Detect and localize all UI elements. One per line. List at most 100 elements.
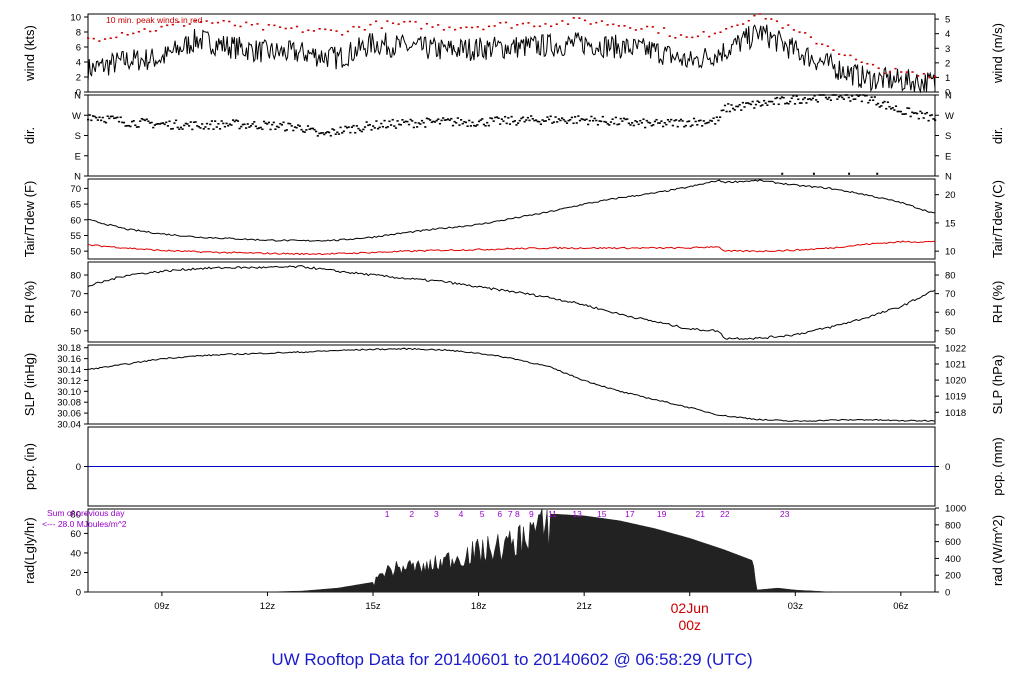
series-wind bbox=[702, 31, 705, 33]
wind-annotation: 10 min. peak winds in red bbox=[106, 15, 203, 25]
series-dir bbox=[777, 103, 780, 106]
series-dir bbox=[699, 119, 702, 122]
series-wind bbox=[448, 26, 451, 29]
y-tick-label-right: 70 bbox=[945, 289, 956, 300]
series-dir bbox=[139, 120, 142, 122]
series-wind bbox=[894, 67, 897, 70]
series-dir bbox=[487, 124, 490, 127]
series-dir bbox=[907, 107, 911, 110]
series-dir bbox=[334, 133, 337, 136]
series-dir bbox=[595, 119, 598, 122]
series-dir bbox=[375, 120, 378, 122]
series-dir bbox=[388, 120, 391, 123]
series-dir bbox=[336, 131, 339, 134]
series-wind bbox=[154, 30, 157, 32]
series-dir bbox=[544, 120, 547, 122]
series-dir bbox=[300, 128, 303, 131]
series-dir bbox=[891, 107, 894, 109]
series-dir bbox=[295, 126, 298, 129]
series-dir bbox=[642, 118, 645, 121]
series-wind bbox=[809, 36, 812, 38]
series-wind bbox=[900, 71, 903, 73]
series-dir bbox=[688, 120, 691, 122]
panel-slp: 30.0430.0630.0830.1030.1230.1430.1630.18… bbox=[22, 343, 1005, 430]
series-wind bbox=[792, 29, 796, 31]
series-dir bbox=[834, 94, 837, 96]
series-dir bbox=[119, 116, 122, 119]
series-dir bbox=[924, 112, 927, 115]
series-dir bbox=[580, 118, 583, 120]
series-dir bbox=[922, 117, 925, 119]
series-dir bbox=[339, 126, 342, 129]
series-dir bbox=[126, 124, 129, 127]
series-dir bbox=[187, 125, 191, 127]
series-dir bbox=[660, 120, 663, 122]
x-tick-label: 00z bbox=[678, 617, 701, 633]
y-tick-label-right: 0 bbox=[945, 88, 950, 99]
series-dir bbox=[417, 122, 420, 124]
series-dir bbox=[437, 118, 440, 121]
series-dir bbox=[665, 123, 668, 126]
y-tick-label-right: 1019 bbox=[945, 392, 966, 403]
series-dir bbox=[166, 125, 170, 127]
y-tick-label-left: 0 bbox=[76, 462, 81, 473]
series-dir bbox=[621, 120, 624, 122]
series-dir bbox=[657, 122, 660, 124]
series-dir bbox=[259, 126, 262, 129]
y-tick-label-left: 65 bbox=[70, 200, 81, 211]
series-wind bbox=[798, 31, 801, 33]
series-dir bbox=[209, 123, 212, 126]
series-wind bbox=[103, 38, 107, 40]
series-dir bbox=[359, 129, 362, 132]
series-dir bbox=[228, 123, 231, 125]
series-dir bbox=[308, 128, 311, 131]
series-dir bbox=[111, 115, 114, 118]
series-dir bbox=[241, 123, 244, 126]
series-dir bbox=[499, 123, 502, 125]
series-dir bbox=[170, 128, 173, 130]
series-dir bbox=[161, 122, 165, 124]
series-dir bbox=[153, 124, 156, 126]
series-dir bbox=[728, 110, 731, 113]
series-dir bbox=[551, 122, 554, 124]
series-dir bbox=[453, 120, 456, 123]
series-dir bbox=[707, 121, 710, 124]
series-dir bbox=[515, 124, 518, 126]
series-dir bbox=[132, 120, 135, 122]
series-dir bbox=[870, 96, 873, 99]
series-rad bbox=[88, 508, 935, 593]
series-dir bbox=[165, 121, 168, 124]
series-dir bbox=[812, 172, 815, 175]
series-wind bbox=[674, 37, 677, 39]
y-tick-label-right: 2 bbox=[945, 58, 950, 69]
series-wind bbox=[854, 58, 858, 61]
series-dir bbox=[718, 116, 722, 119]
series-wind bbox=[917, 75, 920, 77]
series-dir bbox=[745, 102, 748, 104]
series-dir bbox=[288, 122, 292, 125]
series-dir bbox=[717, 119, 720, 122]
series-dir bbox=[114, 117, 117, 119]
series-dir bbox=[696, 123, 699, 126]
series-wind bbox=[143, 28, 146, 30]
series-dir bbox=[762, 99, 766, 102]
series-dir bbox=[347, 126, 350, 128]
series-wind bbox=[804, 32, 807, 34]
series-dir bbox=[306, 125, 310, 127]
series-dir bbox=[881, 101, 885, 104]
series-dir bbox=[391, 118, 394, 121]
series-dir bbox=[523, 120, 526, 123]
series-dir bbox=[233, 120, 236, 123]
y-tick-label-left: 70 bbox=[70, 289, 81, 300]
series-dir bbox=[925, 111, 929, 114]
series-wind bbox=[476, 26, 479, 28]
series-dir bbox=[109, 115, 113, 118]
series-dir bbox=[215, 126, 218, 128]
series-dir bbox=[244, 127, 248, 129]
series-wind bbox=[222, 19, 225, 22]
series-dir bbox=[653, 120, 657, 123]
series-dir bbox=[549, 115, 552, 118]
series-dir bbox=[503, 115, 507, 118]
y-axis-label-right: wind (m/s) bbox=[990, 23, 1005, 84]
series-dir bbox=[455, 122, 458, 124]
